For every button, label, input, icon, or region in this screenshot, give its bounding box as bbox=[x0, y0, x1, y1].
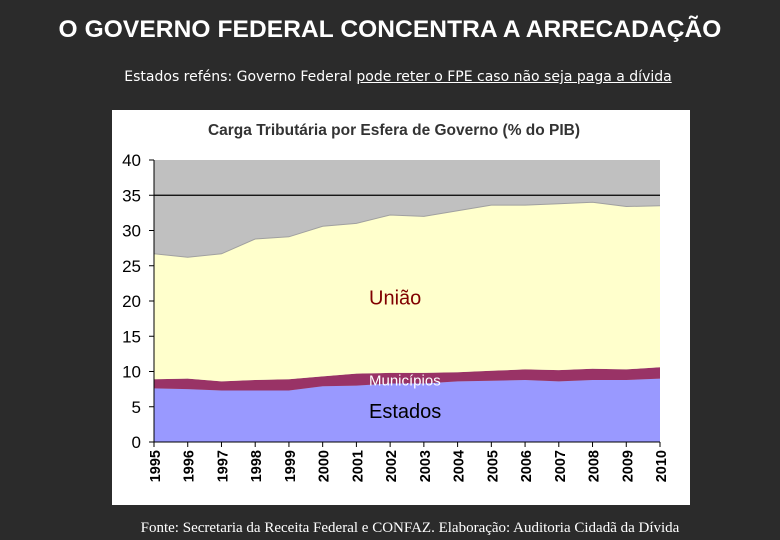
annotation-estados: Estados bbox=[369, 401, 441, 423]
annotation-uniao: União bbox=[369, 288, 421, 310]
y-tick-label: 20 bbox=[122, 292, 141, 311]
x-tick-label: 2010 bbox=[654, 450, 670, 482]
x-tick-label: 2008 bbox=[587, 450, 603, 482]
x-tick-label: 2005 bbox=[485, 450, 501, 482]
y-tick-label: 0 bbox=[132, 433, 141, 452]
y-tick-label: 15 bbox=[122, 327, 141, 346]
series-layer bbox=[153, 201, 661, 442]
area-estados bbox=[154, 378, 660, 442]
y-tick-label: 5 bbox=[132, 398, 141, 417]
x-tick-label: 2009 bbox=[620, 450, 636, 482]
area-chart: Carga Tributária por Esfera de Governo (… bbox=[112, 110, 690, 505]
y-tick-label: 10 bbox=[122, 363, 141, 382]
x-tick-label: 2001 bbox=[350, 450, 366, 482]
annotation-municipios: Municípios bbox=[369, 373, 441, 390]
x-tick-label: 1995 bbox=[148, 450, 164, 482]
x-tick-label: 1997 bbox=[215, 450, 231, 482]
x-tick-label: 1998 bbox=[249, 450, 265, 482]
x-tick-label: 2007 bbox=[553, 450, 569, 482]
x-tick-label: 2002 bbox=[384, 450, 400, 482]
x-tick-label: 1999 bbox=[283, 450, 299, 482]
x-tick-label: 2003 bbox=[418, 450, 434, 482]
label-layer: União Municípios Estados bbox=[369, 288, 441, 423]
area-unio bbox=[154, 202, 660, 382]
total-outline bbox=[153, 201, 661, 258]
slide-title: O GOVERNO FEDERAL CONCENTRA A ARRECADAÇÃ… bbox=[58, 16, 722, 43]
subtitle: Estados reféns: Governo Federal pode ret… bbox=[0, 69, 780, 85]
y-tick-label: 25 bbox=[122, 257, 141, 276]
chart-title: Carga Tributária por Esfera de Governo (… bbox=[208, 122, 580, 139]
y-tick-label: 40 bbox=[122, 151, 141, 170]
x-tick-label: 1996 bbox=[182, 450, 198, 482]
x-tick-label: 2004 bbox=[452, 450, 468, 482]
y-tick-label: 35 bbox=[122, 186, 141, 205]
x-tick-label: 2000 bbox=[317, 450, 333, 482]
area-municpios bbox=[154, 367, 660, 391]
subtitle-text: Estados reféns: Governo Federal bbox=[124, 69, 357, 85]
y-tick-label: 30 bbox=[122, 222, 141, 241]
axis-layer: 0 5 10 15 20 25 30 35 40 1995 1996 1997 1998 1999 2000… bbox=[122, 151, 670, 482]
subtitle-underlined-text: pode reter o FPE caso não seja paga a dí… bbox=[356, 69, 672, 85]
source-note: Fonte: Secretaria da Receita Federal e C… bbox=[140, 520, 680, 536]
chart-container: Carga Tributária por Esfera de Governo (… bbox=[112, 110, 690, 505]
x-tick-label: 2006 bbox=[519, 450, 535, 482]
